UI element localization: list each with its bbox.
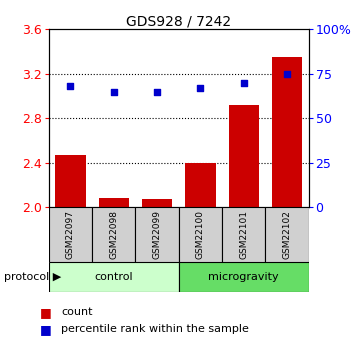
Text: count: count bbox=[61, 307, 93, 317]
Point bbox=[154, 89, 160, 94]
Point bbox=[68, 83, 73, 89]
Text: GSM22102: GSM22102 bbox=[283, 210, 291, 259]
Text: microgravity: microgravity bbox=[208, 272, 279, 282]
Bar bbox=[179, 262, 309, 292]
Point bbox=[197, 85, 203, 91]
Text: GSM22098: GSM22098 bbox=[109, 210, 118, 259]
Text: GSM22101: GSM22101 bbox=[239, 210, 248, 259]
Bar bbox=[92, 207, 135, 262]
Title: GDS928 / 7242: GDS928 / 7242 bbox=[126, 14, 231, 28]
Bar bbox=[185, 162, 216, 207]
Text: GSM22099: GSM22099 bbox=[153, 210, 161, 259]
Text: ■: ■ bbox=[40, 306, 52, 319]
Bar bbox=[135, 207, 179, 262]
Point bbox=[111, 89, 117, 94]
Bar bbox=[142, 199, 172, 207]
Text: ■: ■ bbox=[40, 323, 52, 336]
Bar bbox=[272, 57, 302, 207]
Bar bbox=[265, 207, 309, 262]
Bar bbox=[55, 155, 86, 207]
Text: GSM22100: GSM22100 bbox=[196, 210, 205, 259]
Bar bbox=[49, 262, 179, 292]
Text: protocol ▶: protocol ▶ bbox=[4, 272, 61, 282]
Bar bbox=[99, 198, 129, 207]
Text: GSM22097: GSM22097 bbox=[66, 210, 75, 259]
Point bbox=[284, 71, 290, 77]
Bar bbox=[49, 207, 92, 262]
Bar bbox=[229, 105, 259, 207]
Text: percentile rank within the sample: percentile rank within the sample bbox=[61, 325, 249, 334]
Text: control: control bbox=[95, 272, 133, 282]
Bar bbox=[179, 207, 222, 262]
Point bbox=[241, 80, 247, 85]
Bar bbox=[222, 207, 265, 262]
